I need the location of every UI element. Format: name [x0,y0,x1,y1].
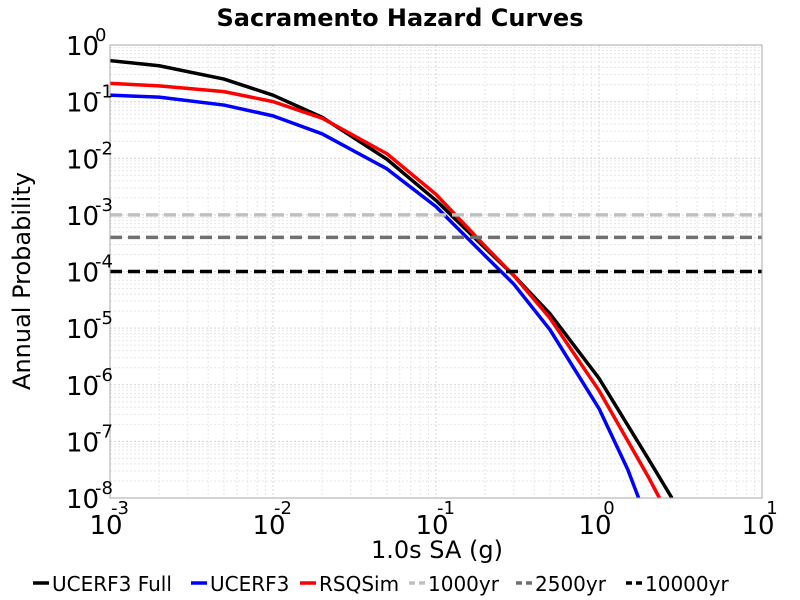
legend-label: UCERF3 [210,572,289,596]
series-line-ucerf3 [109,93,641,499]
svg-text:-5: -5 [95,308,113,329]
svg-text:10: 10 [66,32,99,62]
x-tick-label: 10-1 [415,498,455,541]
svg-text:-8: -8 [95,478,113,499]
chart-title: Sacramento Hazard Curves [217,4,584,32]
svg-text:10: 10 [66,259,99,289]
svg-text:-6: -6 [95,365,113,386]
plot-lines [109,58,762,499]
legend-item: 2500yr [516,572,607,596]
y-tick-label: 10-5 [66,308,113,345]
svg-text:-3: -3 [95,195,113,216]
y-tick-label: 10-2 [66,138,113,175]
chart-legend: UCERF3 Full UCERF3 RSQSim 1000yr 2500yr 10000… [33,572,729,596]
legend-item: RSQSim [300,572,399,596]
x-tick-label: 10-2 [252,498,292,541]
legend-label: 10000yr [645,572,729,596]
svg-text:10: 10 [66,145,99,175]
legend-label: UCERF3 Full [52,572,172,596]
x-tick-label: 10-3 [89,498,129,541]
svg-text:10: 10 [415,511,448,541]
x-axis-label: 1.0s SA (g) [371,536,503,564]
svg-text:10: 10 [89,511,122,541]
svg-text:10: 10 [66,428,99,458]
y-tick-label: 100 [66,25,106,62]
grid-lines [109,45,762,499]
svg-text:-1: -1 [437,498,455,519]
y-tick-label: 10-7 [66,421,113,458]
legend-label: RSQSim [319,572,399,596]
svg-text:10: 10 [66,315,99,345]
svg-text:-2: -2 [95,138,113,159]
legend-item: 1000yr [409,572,500,596]
legend-item: 10000yr [626,572,729,596]
y-tick-label: 10-4 [66,252,113,289]
legend-label: 1000yr [428,572,500,596]
series-line-rsqsim [109,81,662,499]
svg-text:10: 10 [66,372,99,402]
svg-text:0: 0 [603,498,614,519]
y-tick-label: 10-6 [66,365,113,402]
svg-text:-1: -1 [95,82,113,103]
svg-text:10: 10 [66,89,99,119]
svg-text:10: 10 [252,511,285,541]
svg-text:10: 10 [741,511,774,541]
y-tick-label: 10-8 [66,478,113,515]
y-tick-label: 10-1 [66,82,113,119]
y-tick-label: 10-3 [66,195,113,232]
svg-text:1: 1 [766,498,777,519]
legend-label: 2500yr [535,572,607,596]
svg-text:10: 10 [578,511,611,541]
svg-text:-3: -3 [111,498,129,519]
legend-item: UCERF3 Full [33,572,172,596]
svg-text:-4: -4 [95,252,113,273]
x-tick-label: 101 [741,498,777,541]
x-tick-label: 100 [578,498,614,541]
svg-text:-7: -7 [95,421,113,442]
svg-text:10: 10 [66,202,99,232]
svg-text:0: 0 [95,25,106,46]
y-axis-label: Annual Probability [8,172,36,390]
series-line-ucerf3-full [109,58,674,499]
svg-text:-2: -2 [274,498,292,519]
svg-text:10: 10 [66,485,99,515]
legend-item: UCERF3 [191,572,289,596]
plot-frame [109,44,763,499]
